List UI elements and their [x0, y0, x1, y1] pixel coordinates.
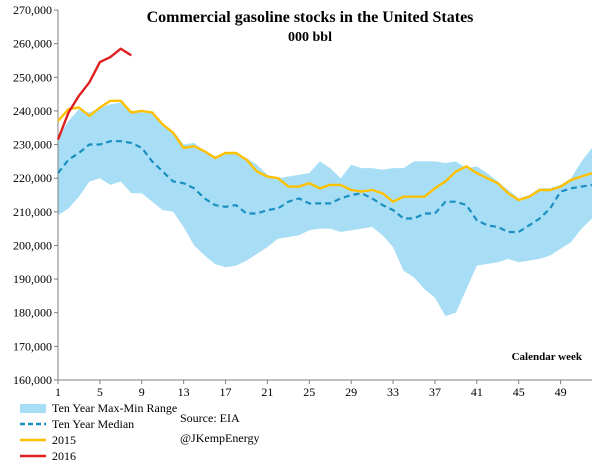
y-tick-label: 230,000 — [13, 138, 52, 152]
x-tick-label: 37 — [429, 385, 441, 399]
legend-label: 2016 — [52, 449, 76, 463]
x-axis-ticks: 1 5 9 13 17 21 25 29 33 37 41 45 49 — [55, 380, 567, 399]
x-tick-label: 49 — [555, 385, 567, 399]
y-tick-label: 160,000 — [13, 373, 52, 387]
y-tick-label: 250,000 — [13, 70, 52, 84]
median-line — [57, 140, 593, 234]
plot-area — [56, 10, 593, 381]
chart-subtitle: 000 bbl — [288, 30, 332, 45]
y-tick-label: 180,000 — [13, 306, 52, 320]
x-tick-label: 21 — [261, 385, 273, 399]
y-axis-ticks: 160,000 170,000 180,000 190,000 200,000 210,0… — [13, 3, 58, 387]
y-tick-label: 240,000 — [13, 104, 52, 118]
line-2015 — [57, 99, 593, 203]
legend-label: 2015 — [52, 433, 76, 447]
y-tick-label: 170,000 — [13, 339, 52, 353]
x-tick-label: 1 — [55, 385, 61, 399]
x-tick-label: 25 — [303, 385, 315, 399]
legend-label: Ten Year Median — [52, 417, 134, 431]
y-tick-label: 260,000 — [13, 37, 52, 51]
range-band — [58, 102, 592, 317]
x-tick-label: 33 — [387, 385, 399, 399]
x-tick-label: 17 — [220, 385, 232, 399]
y-tick-label: 220,000 — [13, 171, 52, 185]
y-tick-label: 200,000 — [13, 238, 52, 252]
y-tick-label: 190,000 — [13, 272, 52, 286]
legend-label: Ten Year Max-Min Range — [52, 401, 177, 415]
y-tick-label: 210,000 — [13, 205, 52, 219]
y-tick-label: 270,000 — [13, 3, 52, 17]
legend: Ten Year Max-Min Range Ten Year Median 201… — [20, 401, 177, 463]
source-note: Source: EIA — [180, 411, 240, 425]
line-2016 — [56, 47, 132, 140]
x-tick-label: 9 — [139, 385, 145, 399]
attribution-note: @JKempEnergy — [180, 431, 259, 445]
legend-swatch-range — [20, 404, 46, 413]
x-tick-label: 45 — [513, 385, 525, 399]
x-axis-label: Calendar week — [512, 351, 583, 363]
x-tick-label: 5 — [97, 385, 103, 399]
chart-title: Commercial gasoline stocks in the United… — [147, 9, 474, 26]
x-tick-label: 29 — [345, 385, 357, 399]
x-tick-label: 13 — [178, 385, 190, 399]
x-tick-label: 41 — [471, 385, 483, 399]
